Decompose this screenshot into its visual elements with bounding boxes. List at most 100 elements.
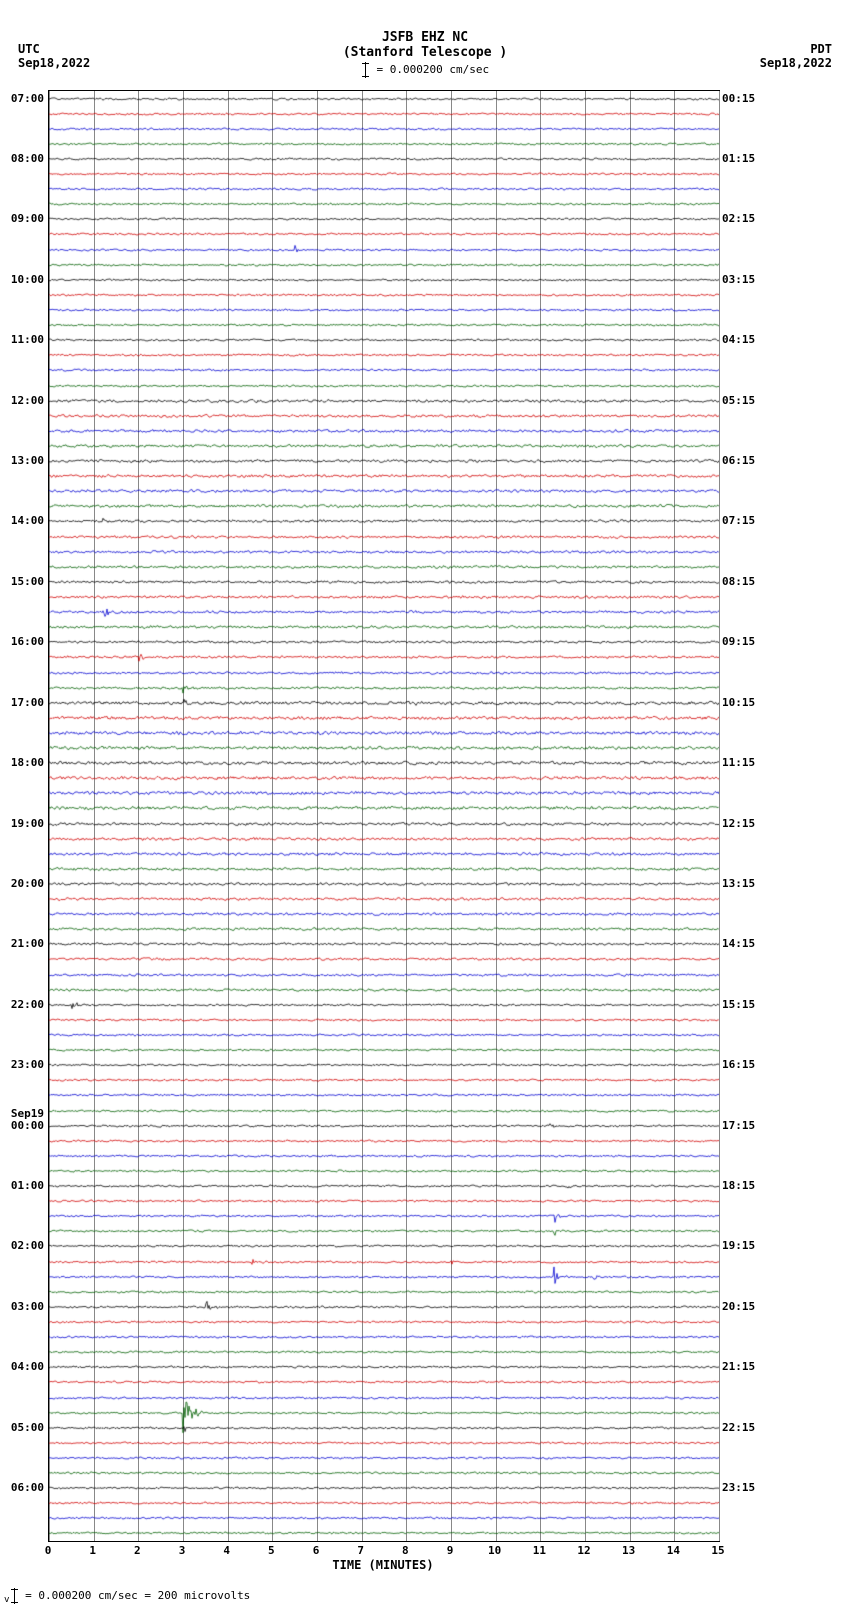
seismic-trace [49,287,719,303]
hour-label-left: 16:00 [2,635,44,648]
hour-label-left: 04:00 [2,1360,44,1373]
scale-text: = 0.000200 cm/sec [377,63,490,76]
hour-label-right: 18:15 [722,1179,782,1192]
hour-label-right: 14:15 [722,937,782,950]
seismic-trace [49,453,719,469]
seismic-trace [49,468,719,484]
station-title: JSFB EHZ NC [0,0,850,45]
xtick-label: 2 [127,1544,147,1557]
tz-right-date: Sep18,2022 [760,56,832,70]
hour-label-right: 02:15 [722,212,782,225]
seismic-trace [49,967,719,983]
xtick-label: 5 [261,1544,281,1557]
hour-label-left: 13:00 [2,454,44,467]
seismic-trace [49,1495,719,1511]
seismic-trace [49,1525,719,1541]
xtick-label: 1 [83,1544,103,1557]
hour-label-right: 22:15 [722,1421,782,1434]
seismic-trace [49,770,719,786]
hour-label-right: 10:15 [722,696,782,709]
hour-label-right: 06:15 [722,454,782,467]
seismic-trace [49,1087,719,1103]
xtick-label: 10 [485,1544,505,1557]
hour-label-right: 00:15 [722,92,782,105]
hour-label-left: 03:00 [2,1300,44,1313]
seismic-trace [49,831,719,847]
xtick-label: 7 [351,1544,371,1557]
hour-label-left: 02:00 [2,1239,44,1252]
hour-label-left: 18:00 [2,756,44,769]
hour-label-left: 10:00 [2,273,44,286]
hour-label-right: 01:15 [722,152,782,165]
xtick-label: 4 [217,1544,237,1557]
seismic-trace [49,302,719,318]
hour-label-left: 06:00 [2,1481,44,1494]
xtick-label: 8 [395,1544,415,1557]
tz-left-tz: UTC [18,42,90,56]
hour-label-right: 11:15 [722,756,782,769]
seismic-trace [49,710,719,726]
hour-label-right: 03:15 [722,273,782,286]
seismic-trace [49,906,719,922]
seismic-trace [49,846,719,862]
seismic-trace [49,1133,719,1149]
seismic-trace [49,1012,719,1028]
hour-label-left: 14:00 [2,514,44,527]
seismic-trace [49,1480,719,1496]
seismic-trace [49,151,719,167]
hour-label-right: 15:15 [722,998,782,1011]
tz-right-tz: PDT [760,42,832,56]
hour-label-right: 07:15 [722,514,782,527]
tz-left-date: Sep18,2022 [18,56,90,70]
footer-text: = 0.000200 cm/sec = 200 microvolts [25,1589,250,1602]
helicorder-plot [48,90,720,1542]
seismic-trace [49,725,719,741]
hour-label-right: 20:15 [722,1300,782,1313]
xtick-label: 11 [529,1544,549,1557]
seismic-trace [49,785,719,801]
seismic-trace [49,861,719,877]
hour-label-left: 08:00 [2,152,44,165]
hour-label-right: 17:15 [722,1119,782,1132]
station-location: (Stanford Telescope ) [0,45,850,60]
hour-label-right: 12:15 [722,817,782,830]
seismic-trace [49,1465,719,1481]
hour-label-right: 05:15 [722,394,782,407]
xtick-label: 15 [708,1544,728,1557]
seismic-trace [49,1042,719,1058]
seismic-trace [49,332,719,348]
seismic-trace [49,529,719,545]
seismic-trace [49,513,719,529]
seismic-trace [49,257,719,273]
hour-label-left: 17:00 [2,696,44,709]
seismic-trace [49,951,719,967]
seismic-trace [49,272,719,288]
scale-bar-icon [14,1588,15,1604]
seismic-trace [49,1238,719,1254]
xtick-label: 6 [306,1544,326,1557]
hour-label-left: 19:00 [2,817,44,830]
seismic-trace [49,740,719,756]
seismic-trace [49,1344,719,1360]
seismic-trace [49,498,719,514]
seismic-trace [49,1057,719,1073]
hour-label-right: 21:15 [722,1360,782,1373]
xtick-label: 9 [440,1544,460,1557]
hour-label-left: 12:00 [2,394,44,407]
hour-label-left: 21:00 [2,937,44,950]
seismic-trace [49,619,719,635]
scale-bar-icon [365,62,366,78]
hour-label-left: 20:00 [2,877,44,890]
hour-label-right: 09:15 [722,635,782,648]
seismic-trace [49,1450,719,1466]
hour-label-right: 16:15 [722,1058,782,1071]
seismic-trace [49,891,719,907]
hour-label-left: 05:00 [2,1421,44,1434]
seismic-trace [49,921,719,937]
xtick-label: 13 [619,1544,639,1557]
seismic-trace [49,211,719,227]
seismic-trace [49,1027,719,1043]
hour-label-left: 09:00 [2,212,44,225]
seismic-trace [49,166,719,182]
seismic-trace [49,1072,719,1088]
